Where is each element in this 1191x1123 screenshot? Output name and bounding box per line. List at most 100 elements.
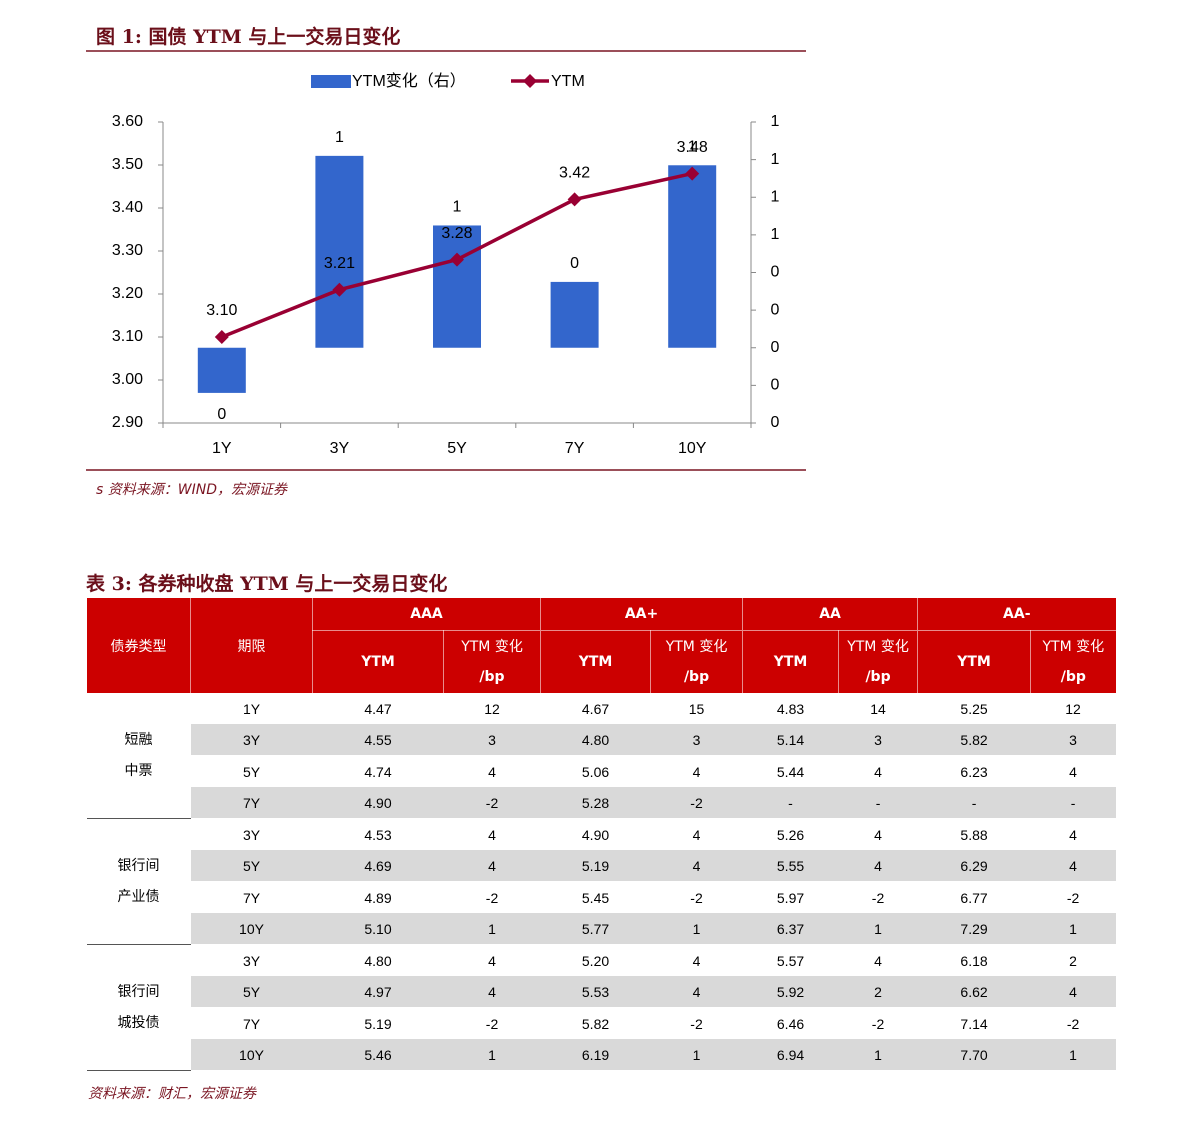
- table-row: 7Y 4.89 -2 5.45 -2 5.97 -2 6.77 -2: [87, 882, 1116, 914]
- table-cell: 5.57: [776, 952, 805, 969]
- table-cell: 5.53: [540, 976, 651, 1008]
- table-cell: 1: [650, 1039, 743, 1071]
- table-cell: 4.74: [364, 763, 392, 780]
- bar-label: 1: [688, 138, 697, 155]
- table-cell: -2: [871, 889, 885, 906]
- table-cell: 5.77: [540, 913, 651, 945]
- table-cell: 1: [1030, 913, 1116, 945]
- header-cell: YTM 变化: [650, 630, 743, 661]
- bar: [668, 165, 717, 348]
- table-cell: -2: [690, 889, 703, 906]
- table-cell: 6.23: [960, 763, 988, 780]
- y-tick-label: 3.30: [112, 242, 143, 259]
- table-cell: 6.46: [776, 1015, 805, 1032]
- table-cell: -2: [1066, 1015, 1080, 1032]
- table-cell: 5.26: [776, 826, 805, 843]
- table-cell: -2: [690, 1015, 703, 1032]
- table-cell: -: [838, 787, 918, 819]
- table-cell: 1: [650, 913, 743, 945]
- legend-swatch: [311, 75, 351, 88]
- table-cell: 6.37: [742, 913, 839, 945]
- type-cell: 银行间 城投债: [86, 944, 191, 1071]
- table-cell: 5.46: [312, 1039, 444, 1071]
- table-cell: 4: [650, 850, 743, 882]
- header-row: /bp/bp/bp/bp: [87, 661, 1116, 693]
- y-tick-label: 3.10: [112, 328, 143, 345]
- table-cell: -2: [1066, 889, 1080, 906]
- line-label: 3.48: [677, 139, 708, 156]
- bar: [433, 225, 481, 348]
- table-cell: 4.80: [364, 952, 392, 969]
- bar-label: 0: [217, 406, 226, 423]
- table-cell: 7Y: [242, 1015, 261, 1032]
- table-cell: 4.90: [581, 826, 610, 843]
- table-cell: 4: [1069, 826, 1077, 843]
- table-cell: 5.92: [742, 976, 839, 1008]
- table-cell: 4: [1069, 763, 1077, 780]
- bar: [197, 347, 246, 393]
- table-cell: 5.19: [540, 850, 651, 882]
- header-cell: 债券类型: [86, 598, 191, 693]
- x-tick-label: 3Y: [330, 440, 350, 457]
- ytm-marker: [685, 166, 700, 181]
- table-row: 10Y 5.10 1 5.77 1 6.37 1 7.29 1: [87, 913, 1116, 945]
- table-cell: 4.47: [364, 700, 392, 717]
- header-cell: /bp: [1030, 661, 1116, 693]
- table-cell: 7.29: [917, 913, 1031, 945]
- y2-tick-label: 0: [771, 264, 780, 281]
- table-title: 表 3: 各券种收盘 YTM 与上一交易日变化: [86, 573, 448, 595]
- table-cell: 4.83: [776, 700, 805, 717]
- table-row: 5Y 4.69 4 5.19 4 5.55 4 6.29 4: [87, 850, 1116, 882]
- ytm-marker: [214, 330, 229, 344]
- table-cell: 4: [1030, 976, 1116, 1008]
- table-cell: 1: [443, 913, 541, 945]
- table-cell: 15: [688, 700, 705, 717]
- table-cell: -: [1030, 787, 1116, 819]
- y-tick-label: 3.00: [112, 371, 143, 388]
- ytm-marker: [332, 282, 347, 297]
- table-cell: 4.69: [312, 850, 444, 882]
- table-cell: 6.19: [540, 1039, 651, 1071]
- header-cell: YTM 变化: [838, 630, 918, 661]
- type-cell: 银行间 产业债: [86, 818, 191, 945]
- table-cell: 7.14: [960, 1015, 988, 1032]
- table-cell: 4: [838, 850, 918, 882]
- table-cell: -2: [443, 787, 541, 819]
- table-cell: -2: [485, 889, 499, 906]
- table-cell: 5.45: [581, 889, 610, 906]
- chart: 2.90 3.00 3.10 3.20 3.30 3.40 3.50 3.60 0 0 0 0 0 1 1 1…: [86, 50, 806, 471]
- y2-tick-label: 0: [771, 301, 780, 318]
- table-cell: 4: [488, 952, 496, 969]
- table-cell: 4: [443, 976, 541, 1008]
- type-line: 产业债: [117, 888, 160, 905]
- type-line: 银行间: [117, 857, 160, 874]
- table-cell: 4.89: [364, 889, 392, 906]
- table-cell: 5.20: [581, 952, 610, 969]
- table-row: 7Y 5.19 -2 5.82 -2 6.46 -2 7.14 -2: [87, 1008, 1116, 1040]
- table-cell: 5.88: [960, 826, 988, 843]
- table-row: 5Y 4.97 4 5.53 4 5.92 2 6.62 4: [87, 976, 1116, 1008]
- y2-tick-label: 1: [771, 188, 780, 205]
- table-cell: 10Y: [190, 1039, 313, 1071]
- table-cell: 4.90: [312, 787, 444, 819]
- group-header: AA+: [540, 598, 743, 631]
- table-cell: 5.14: [742, 724, 839, 756]
- table-cell: 3: [838, 724, 918, 756]
- table-cell: 5.82: [581, 1015, 610, 1032]
- y2-tick-label: 1: [771, 226, 780, 243]
- figure-title: 图 1: 国债 YTM 与上一交易日变化: [96, 26, 401, 48]
- line-label: 3.21: [324, 255, 355, 272]
- table-cell: 4: [488, 763, 496, 780]
- table-cell: 12: [484, 700, 500, 717]
- table-cell: 3Y: [242, 826, 261, 843]
- header-row: 债券类型 期限 AAA AA+ AA AA-: [86, 598, 1116, 693]
- table-cell: 5.19: [364, 1015, 392, 1032]
- group-header: AA-: [917, 598, 1116, 631]
- table-source: 资料来源：财汇，宏源证券: [88, 1086, 256, 1102]
- type-line: 中票: [124, 762, 153, 779]
- y-tick-label: 2.90: [112, 414, 143, 431]
- table-cell: 3: [650, 724, 743, 756]
- header-row: YTM YTM 变化 YTM YTM 变化 YTM YTM 变化 YTM YTM 变化: [87, 630, 1116, 693]
- table-cell: 5.25: [960, 700, 988, 717]
- table-cell: -: [742, 787, 839, 819]
